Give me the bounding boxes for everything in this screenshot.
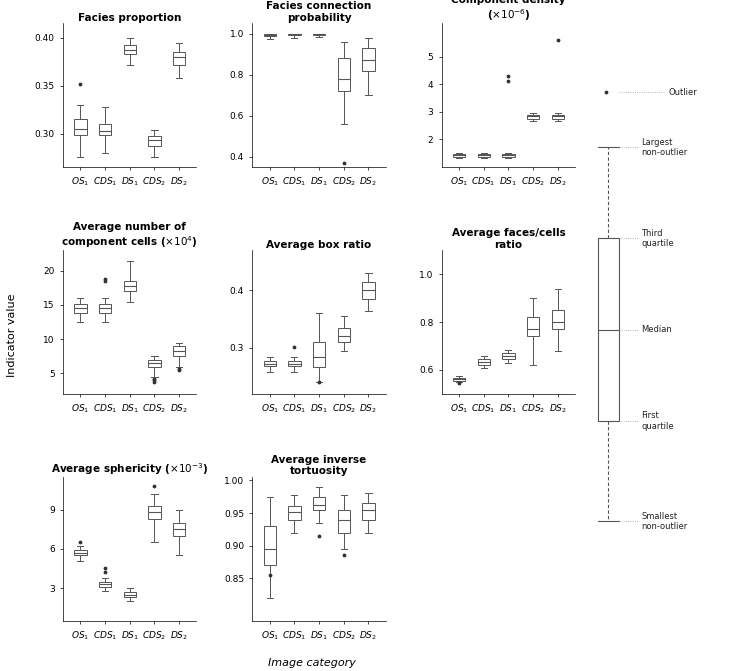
PathPatch shape (99, 303, 111, 313)
PathPatch shape (551, 115, 564, 119)
PathPatch shape (99, 582, 111, 586)
PathPatch shape (527, 115, 539, 119)
Title: Component density
($\times10^{-6}$): Component density ($\times10^{-6}$) (451, 0, 565, 23)
PathPatch shape (478, 359, 490, 365)
Text: Median: Median (641, 325, 672, 334)
PathPatch shape (362, 503, 375, 519)
PathPatch shape (453, 378, 465, 380)
PathPatch shape (288, 360, 301, 366)
PathPatch shape (148, 506, 160, 519)
PathPatch shape (453, 154, 465, 156)
Title: Average faces/cells
ratio: Average faces/cells ratio (452, 228, 565, 250)
PathPatch shape (148, 136, 160, 146)
PathPatch shape (74, 303, 87, 313)
PathPatch shape (99, 124, 111, 136)
Title: Average box ratio: Average box ratio (266, 240, 372, 250)
PathPatch shape (74, 119, 87, 136)
PathPatch shape (124, 46, 136, 54)
PathPatch shape (362, 282, 375, 299)
Title: Facies proportion: Facies proportion (78, 13, 182, 23)
PathPatch shape (313, 497, 325, 510)
PathPatch shape (313, 34, 325, 35)
PathPatch shape (288, 507, 301, 519)
Bar (598, 238, 619, 421)
PathPatch shape (124, 281, 136, 291)
PathPatch shape (338, 328, 350, 342)
PathPatch shape (338, 510, 350, 533)
Title: Average inverse
tortuosity: Average inverse tortuosity (272, 455, 367, 476)
PathPatch shape (173, 523, 186, 536)
PathPatch shape (502, 353, 514, 359)
Text: Smallest
non-outlier: Smallest non-outlier (641, 512, 687, 531)
PathPatch shape (74, 550, 87, 556)
Title: Average number of
component cells ($\times10^{4}$): Average number of component cells ($\tim… (62, 222, 198, 250)
Text: Indicator value: Indicator value (7, 294, 17, 377)
Text: Image category: Image category (268, 658, 355, 668)
PathPatch shape (313, 342, 325, 367)
PathPatch shape (124, 592, 136, 597)
Title: Facies connection
probability: Facies connection probability (266, 1, 372, 23)
Title: Average sphericity ($\times10^{-3}$): Average sphericity ($\times10^{-3}$) (51, 462, 209, 477)
PathPatch shape (288, 34, 301, 35)
Text: Largest
non-outlier: Largest non-outlier (641, 138, 687, 157)
Text: First
quartile: First quartile (641, 411, 674, 431)
PathPatch shape (527, 317, 539, 336)
Text: Outlier: Outlier (669, 88, 697, 97)
PathPatch shape (362, 48, 375, 70)
PathPatch shape (263, 34, 276, 36)
PathPatch shape (148, 360, 160, 366)
Text: Third
quartile: Third quartile (641, 229, 674, 248)
PathPatch shape (478, 154, 490, 156)
PathPatch shape (263, 526, 276, 565)
PathPatch shape (338, 58, 350, 91)
PathPatch shape (173, 52, 186, 64)
PathPatch shape (173, 346, 186, 356)
PathPatch shape (502, 154, 514, 156)
PathPatch shape (551, 310, 564, 329)
PathPatch shape (263, 360, 276, 366)
